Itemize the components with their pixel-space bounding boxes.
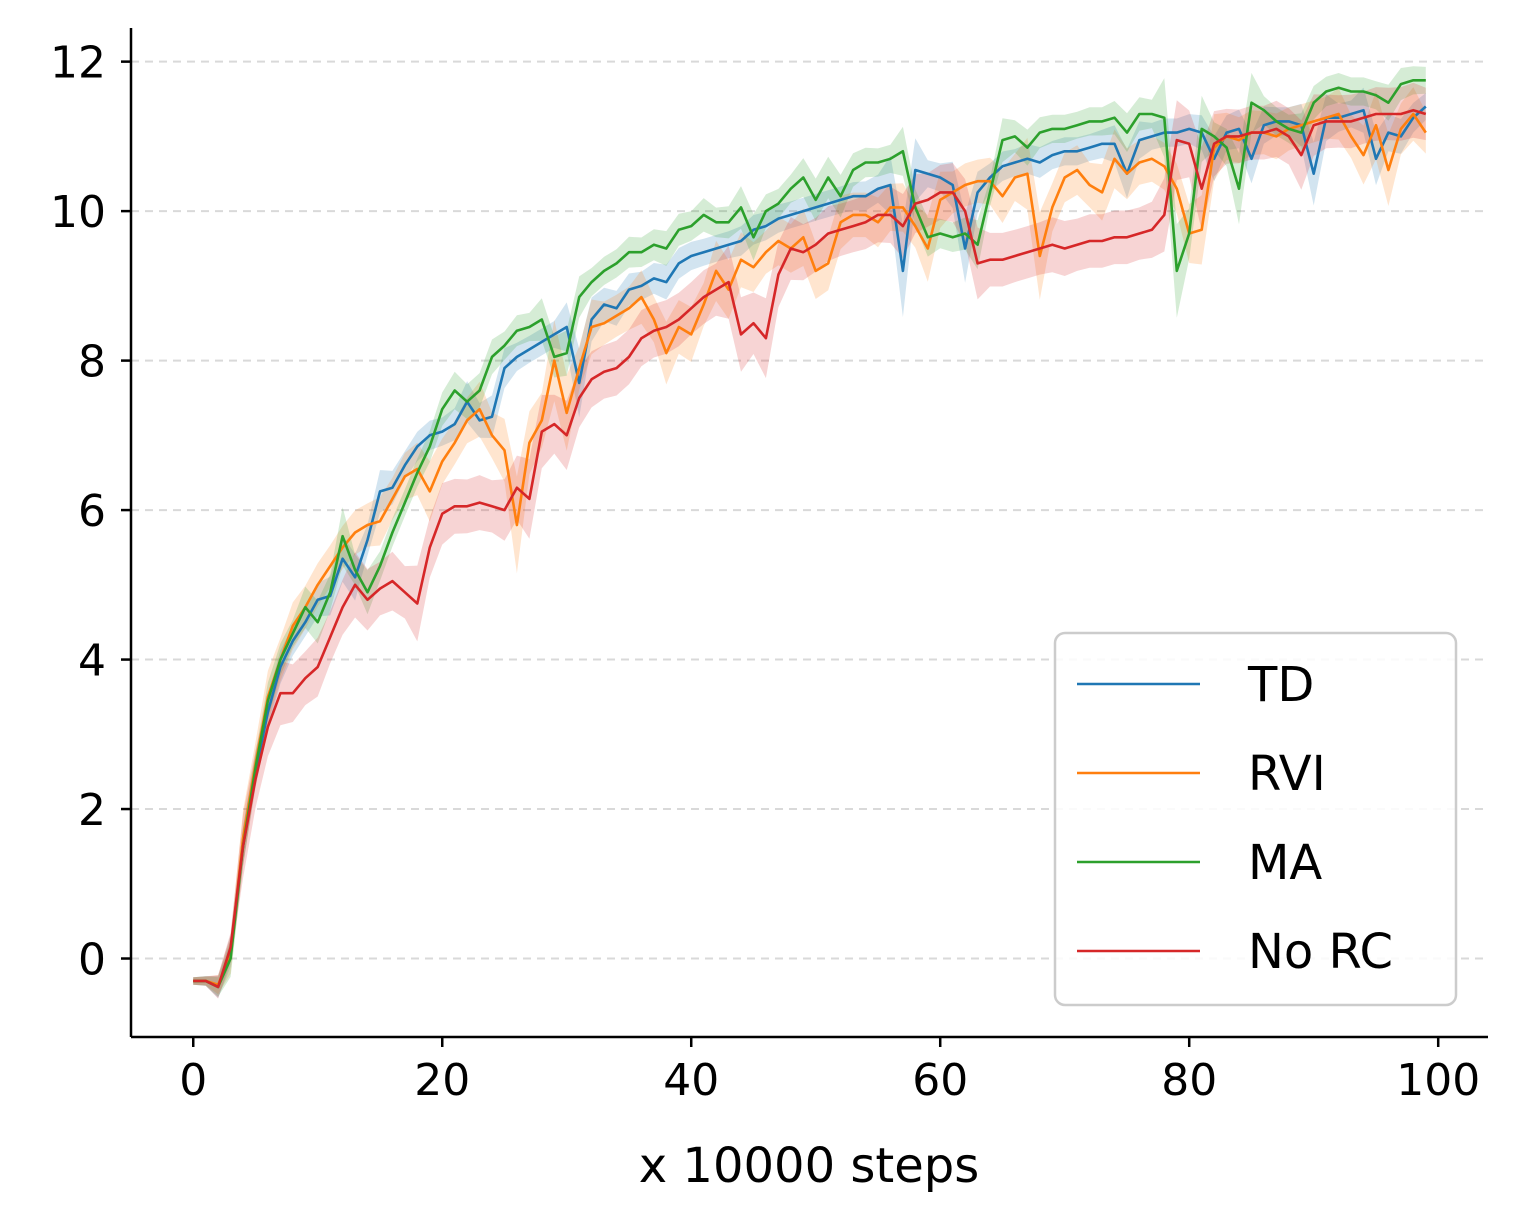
gridlines bbox=[131, 60, 1488, 960]
y-tick-label: 12 bbox=[50, 38, 106, 89]
line-td bbox=[193, 105, 1427, 989]
line-no-rc bbox=[193, 108, 1427, 989]
legend-frame bbox=[1053, 631, 1458, 1007]
y-tick-label: 8 bbox=[78, 337, 106, 388]
legend-entries: TD RVI MA No RC bbox=[1077, 657, 1393, 980]
confidence-bands bbox=[193, 66, 1426, 999]
legend-label-ma: MA bbox=[1248, 835, 1322, 891]
x-tick-label: 80 bbox=[1161, 1055, 1217, 1106]
legend: TD RVI MA No RC bbox=[1053, 631, 1458, 1007]
axis-ticks: 0 2 4 6 8 10 12 0 20 40 60 80 100 bbox=[50, 38, 1480, 1106]
line-ma bbox=[193, 79, 1426, 989]
x-tick-label: 60 bbox=[912, 1055, 968, 1106]
y-tick-label: 10 bbox=[50, 187, 106, 238]
legend-label-rvi: RVI bbox=[1248, 746, 1326, 802]
x-tick-label: 20 bbox=[414, 1055, 470, 1106]
series-lines bbox=[193, 79, 1427, 989]
legend-label-no-rc: No RC bbox=[1248, 924, 1393, 980]
band-no-rc bbox=[193, 82, 1426, 999]
legend-label-td: TD bbox=[1247, 657, 1314, 713]
x-tick-label: 0 bbox=[179, 1055, 207, 1106]
band-rvi bbox=[193, 87, 1426, 995]
x-tick-label: 40 bbox=[663, 1055, 719, 1106]
y-tick-label: 0 bbox=[78, 935, 106, 986]
y-tick-label: 6 bbox=[78, 486, 106, 537]
y-tick-label: 4 bbox=[78, 636, 106, 687]
y-tick-label: 2 bbox=[78, 785, 106, 836]
x-axis-label: x 10000 steps bbox=[639, 1138, 979, 1194]
x-tick-label: 100 bbox=[1396, 1055, 1480, 1106]
